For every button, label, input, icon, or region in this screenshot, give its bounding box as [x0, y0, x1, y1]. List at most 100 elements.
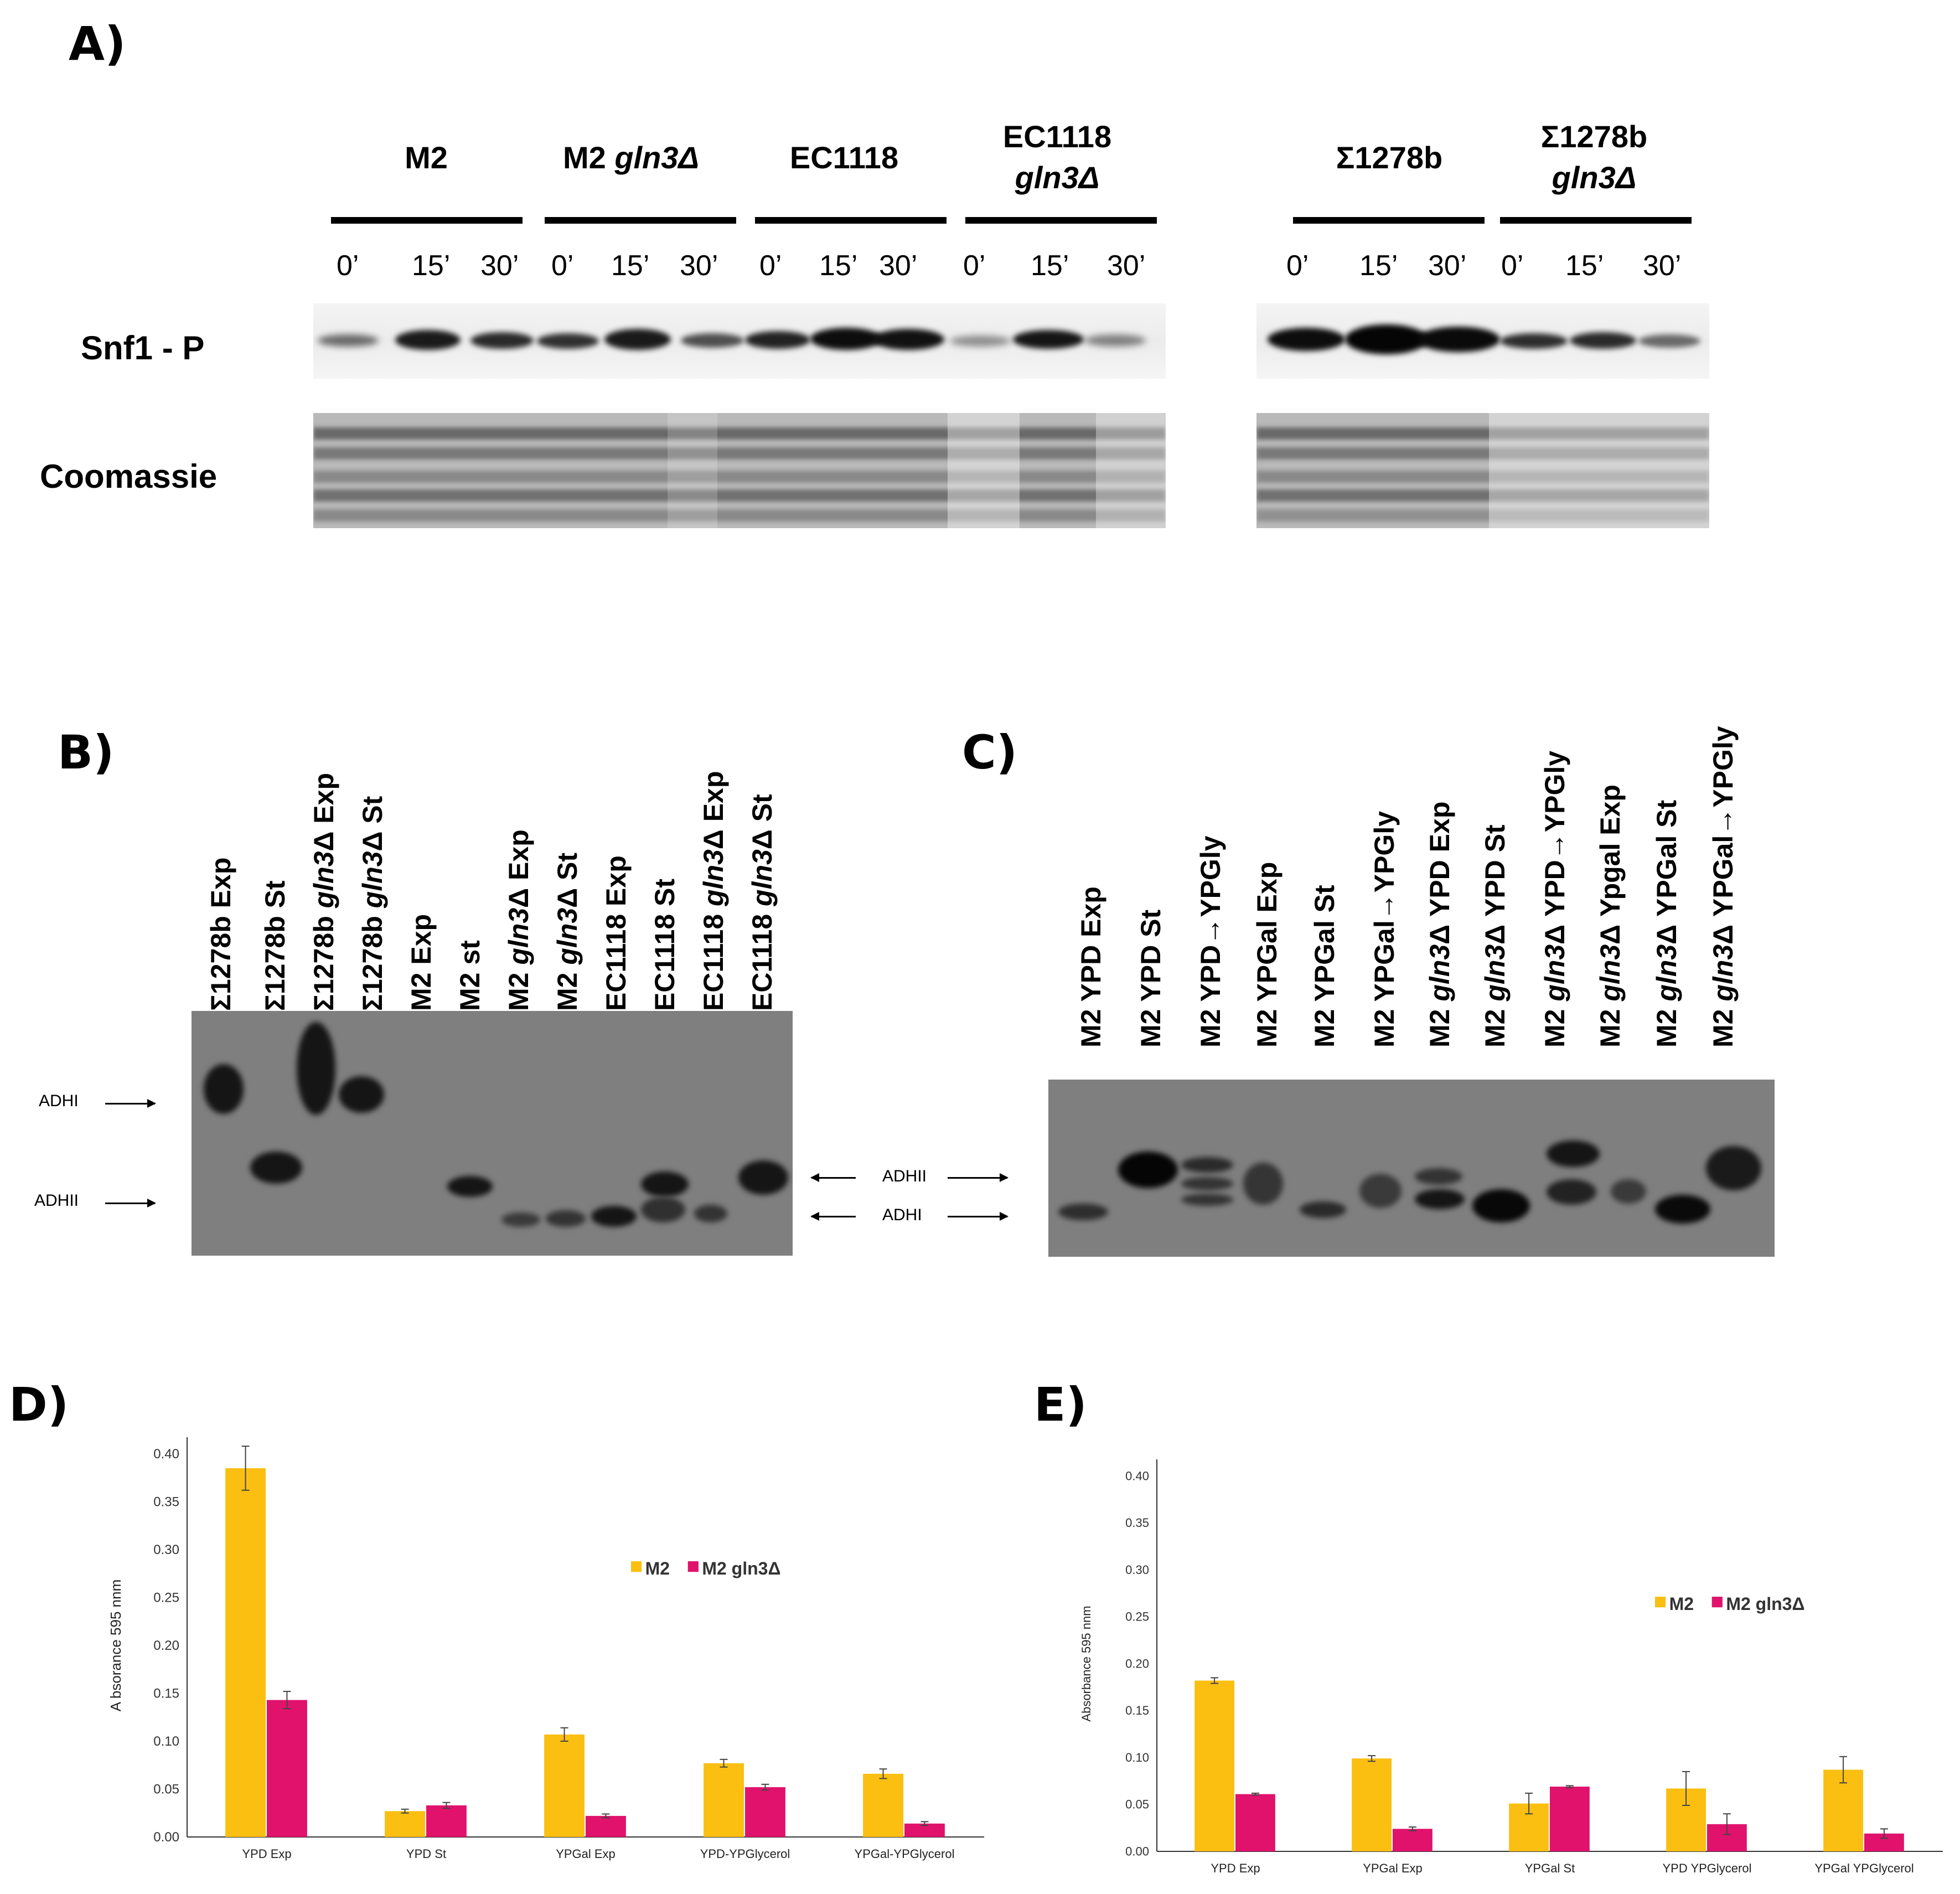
x-tick-label: YPD YPGlycerol	[1663, 1861, 1752, 1875]
y-tick-label: 0.40	[1125, 1469, 1149, 1483]
tp-label: 15’	[819, 250, 858, 282]
panel-label-e: E)	[1034, 1377, 1087, 1432]
coomassie-gel-left	[313, 413, 1166, 528]
tp-label: 30’	[480, 250, 519, 282]
y-tick-label: 0.10	[153, 1734, 179, 1749]
legend-swatch	[631, 1561, 642, 1572]
tp-label: 30’	[1643, 250, 1682, 282]
x-tick-label: YPGal Exp	[556, 1847, 616, 1861]
lane-label: M2 YPGal St	[1309, 885, 1340, 1047]
tp-label: 15’	[611, 250, 650, 282]
lane-label: M2 gln3Δ St	[552, 853, 583, 1011]
strain-ec1118: EC1118	[789, 140, 899, 175]
marker-label-adhii: ADHII	[34, 1191, 79, 1210]
lane-label: Σ1278b Exp	[205, 857, 236, 1011]
tp-label: 15’	[412, 250, 451, 282]
y-tick-label: 0.30	[153, 1542, 179, 1557]
lane-label: M2 st	[454, 940, 485, 1011]
x-tick-label: YPGal YPGlycerol	[1814, 1861, 1914, 1875]
tp-label: 0’	[1501, 250, 1524, 282]
marker-label-adhii-c: ADHII	[882, 1167, 927, 1185]
y-tick-label: 0.05	[153, 1782, 179, 1797]
marker-label-adhi: ADHI	[39, 1092, 79, 1110]
tp-label: 0’	[1286, 250, 1309, 282]
lane-label: M2 YPD St	[1135, 909, 1166, 1047]
x-tick-label: YPD Exp	[1211, 1861, 1260, 1875]
bar	[426, 1805, 467, 1837]
legend-label: M2	[645, 1558, 670, 1578]
panel-label-c: C)	[962, 725, 1018, 780]
legend-label: M2	[1669, 1594, 1694, 1614]
x-tick-label: YPD-YPGlycerol	[700, 1847, 790, 1861]
lane-label: M2 gln3Δ YPGal→YPGly	[1708, 726, 1739, 1047]
lane-label: M2 gln3Δ YPD St	[1480, 824, 1511, 1047]
lane-label: M2 YPD→YPGly	[1195, 835, 1226, 1047]
group-bar-s1278b	[1293, 217, 1485, 224]
lane-label: M2 YPD Exp	[1075, 886, 1106, 1047]
lane-label: EC1118 gln3Δ St	[747, 794, 778, 1011]
lane-label: EC1118 Exp	[601, 855, 632, 1011]
legend-label: M2 gln3Δ	[702, 1558, 780, 1578]
lane-label: M2 gln3Δ Ypgal Exp	[1595, 785, 1626, 1047]
lane-label: M2 YPGal Exp	[1251, 861, 1282, 1047]
legend-swatch	[1655, 1597, 1666, 1608]
bar	[745, 1787, 785, 1837]
y-tick-label: 0.05	[1125, 1798, 1149, 1812]
zymogram-gel-c	[1048, 1080, 1775, 1257]
strain-m2: M2	[405, 140, 448, 175]
legend-swatch	[687, 1561, 699, 1572]
bar	[1393, 1829, 1432, 1851]
x-tick-label: YPGal St	[1525, 1861, 1575, 1875]
y-axis-label: Absorbance 595 nnm	[1079, 1606, 1093, 1721]
y-tick-label: 0.35	[153, 1495, 179, 1510]
tp-label: 30’	[1428, 250, 1467, 282]
y-tick-label: 0.20	[1125, 1656, 1149, 1670]
y-tick-label: 0.00	[1125, 1844, 1149, 1858]
y-tick-label: 0.35	[1125, 1516, 1149, 1530]
tp-label: 15’	[1031, 250, 1069, 282]
tp-label: 0’	[337, 250, 359, 282]
western-blot-snf1p-left	[313, 303, 1166, 379]
bar	[544, 1734, 585, 1837]
bar	[863, 1773, 903, 1837]
row-label-coomassie: Coomassie	[40, 458, 218, 495]
bar	[225, 1468, 266, 1837]
tp-label: 30’	[1107, 250, 1146, 282]
lane-label: Σ1278b gln3Δ St	[357, 796, 388, 1011]
lane-label: M2 gln3Δ YPD Exp	[1424, 801, 1455, 1047]
strain-s1278b: Σ1278b	[1336, 140, 1443, 175]
group-bar-ec1118-gln3	[965, 217, 1157, 224]
lane-label: EC1118 gln3Δ Exp	[698, 771, 729, 1011]
x-tick-label: YPD St	[406, 1847, 446, 1861]
bar-chart-d: 0.00 0.05 0.10 0.15 0.20 0.25 0.30 0.35 0.40 A bs…	[107, 1437, 984, 1861]
legend-swatch	[1711, 1597, 1723, 1608]
lane-label: EC1118 St	[649, 878, 680, 1011]
legend-label: M2 gln3Δ	[1726, 1594, 1804, 1614]
group-bar-ec1118	[755, 217, 947, 224]
lane-label: M2 gln3Δ YPGal St	[1651, 799, 1682, 1047]
tp-label: 0’	[759, 250, 782, 282]
marker-arrow	[948, 1173, 1009, 1182]
lane-label: Σ1278b St	[260, 880, 291, 1011]
lane-label: M2 YPGal→YPGly	[1369, 811, 1400, 1047]
marker-label-adhi-c: ADHI	[882, 1206, 922, 1224]
tp-label: 15’	[1359, 250, 1398, 282]
coomassie-gel-right	[1256, 413, 1709, 528]
zymogram-gel-b	[192, 1011, 793, 1256]
marker-arrow	[810, 1212, 856, 1221]
marker-arrow	[948, 1212, 1009, 1221]
y-axis-label: A bsorance 595 nnm	[107, 1580, 124, 1712]
row-label-snf1p: Snf1 - P	[81, 329, 205, 367]
western-blot-snf1p-right	[1256, 303, 1709, 379]
tp-label: 15’	[1565, 250, 1604, 282]
x-tick-label: YPGal-YPGlycerol	[855, 1847, 955, 1861]
y-tick-label: 0.25	[153, 1591, 179, 1606]
bar	[1235, 1794, 1275, 1851]
bar	[1550, 1787, 1590, 1851]
x-tick-label: YPD Exp	[242, 1847, 291, 1861]
group-bar-s1278b-gln3	[1500, 217, 1692, 224]
y-tick-label: 0.20	[153, 1638, 179, 1653]
tp-label: 30’	[680, 250, 718, 282]
y-tick-label: 0.40	[153, 1447, 179, 1462]
lane-label: M2 gln3Δ Exp	[503, 829, 534, 1011]
